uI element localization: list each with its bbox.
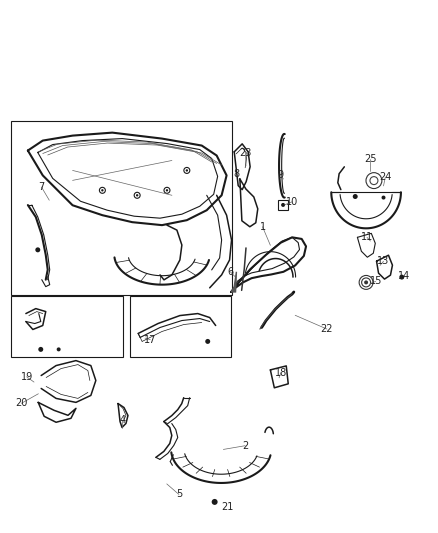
Text: 8: 8 [233, 169, 240, 179]
Circle shape [212, 499, 218, 505]
Text: 2: 2 [242, 441, 248, 451]
Text: 1: 1 [259, 222, 265, 232]
Circle shape [381, 196, 385, 199]
Bar [11, 296, 123, 357]
Text: 23: 23 [239, 148, 252, 158]
Circle shape [35, 247, 40, 252]
Bar [278, 200, 288, 210]
Text: 22: 22 [321, 324, 333, 334]
Bar [130, 296, 231, 357]
Polygon shape [231, 272, 237, 292]
Text: 19: 19 [21, 372, 33, 382]
Text: 5: 5 [176, 489, 182, 499]
Circle shape [205, 339, 210, 344]
Text: 20: 20 [15, 398, 28, 408]
Circle shape [353, 194, 358, 199]
Circle shape [364, 280, 368, 285]
Text: 25: 25 [364, 155, 377, 164]
Circle shape [186, 169, 188, 172]
Text: 17: 17 [144, 335, 156, 345]
Text: 4: 4 [119, 415, 125, 425]
Text: 11: 11 [361, 232, 373, 243]
Circle shape [136, 194, 138, 197]
Circle shape [101, 189, 103, 191]
Text: 9: 9 [278, 171, 284, 180]
Text: 7: 7 [38, 182, 45, 192]
Text: 15: 15 [370, 276, 382, 286]
Circle shape [38, 347, 43, 352]
Text: 10: 10 [286, 197, 298, 207]
Text: 18: 18 [275, 368, 287, 377]
Text: 6: 6 [227, 267, 233, 277]
Circle shape [281, 203, 285, 207]
Circle shape [166, 189, 168, 191]
Bar [11, 120, 232, 295]
Text: 21: 21 [222, 502, 234, 512]
Text: 24: 24 [379, 172, 392, 182]
Circle shape [57, 348, 60, 351]
Circle shape [399, 274, 404, 280]
Text: 14: 14 [398, 271, 410, 281]
Text: 13: 13 [378, 256, 390, 266]
